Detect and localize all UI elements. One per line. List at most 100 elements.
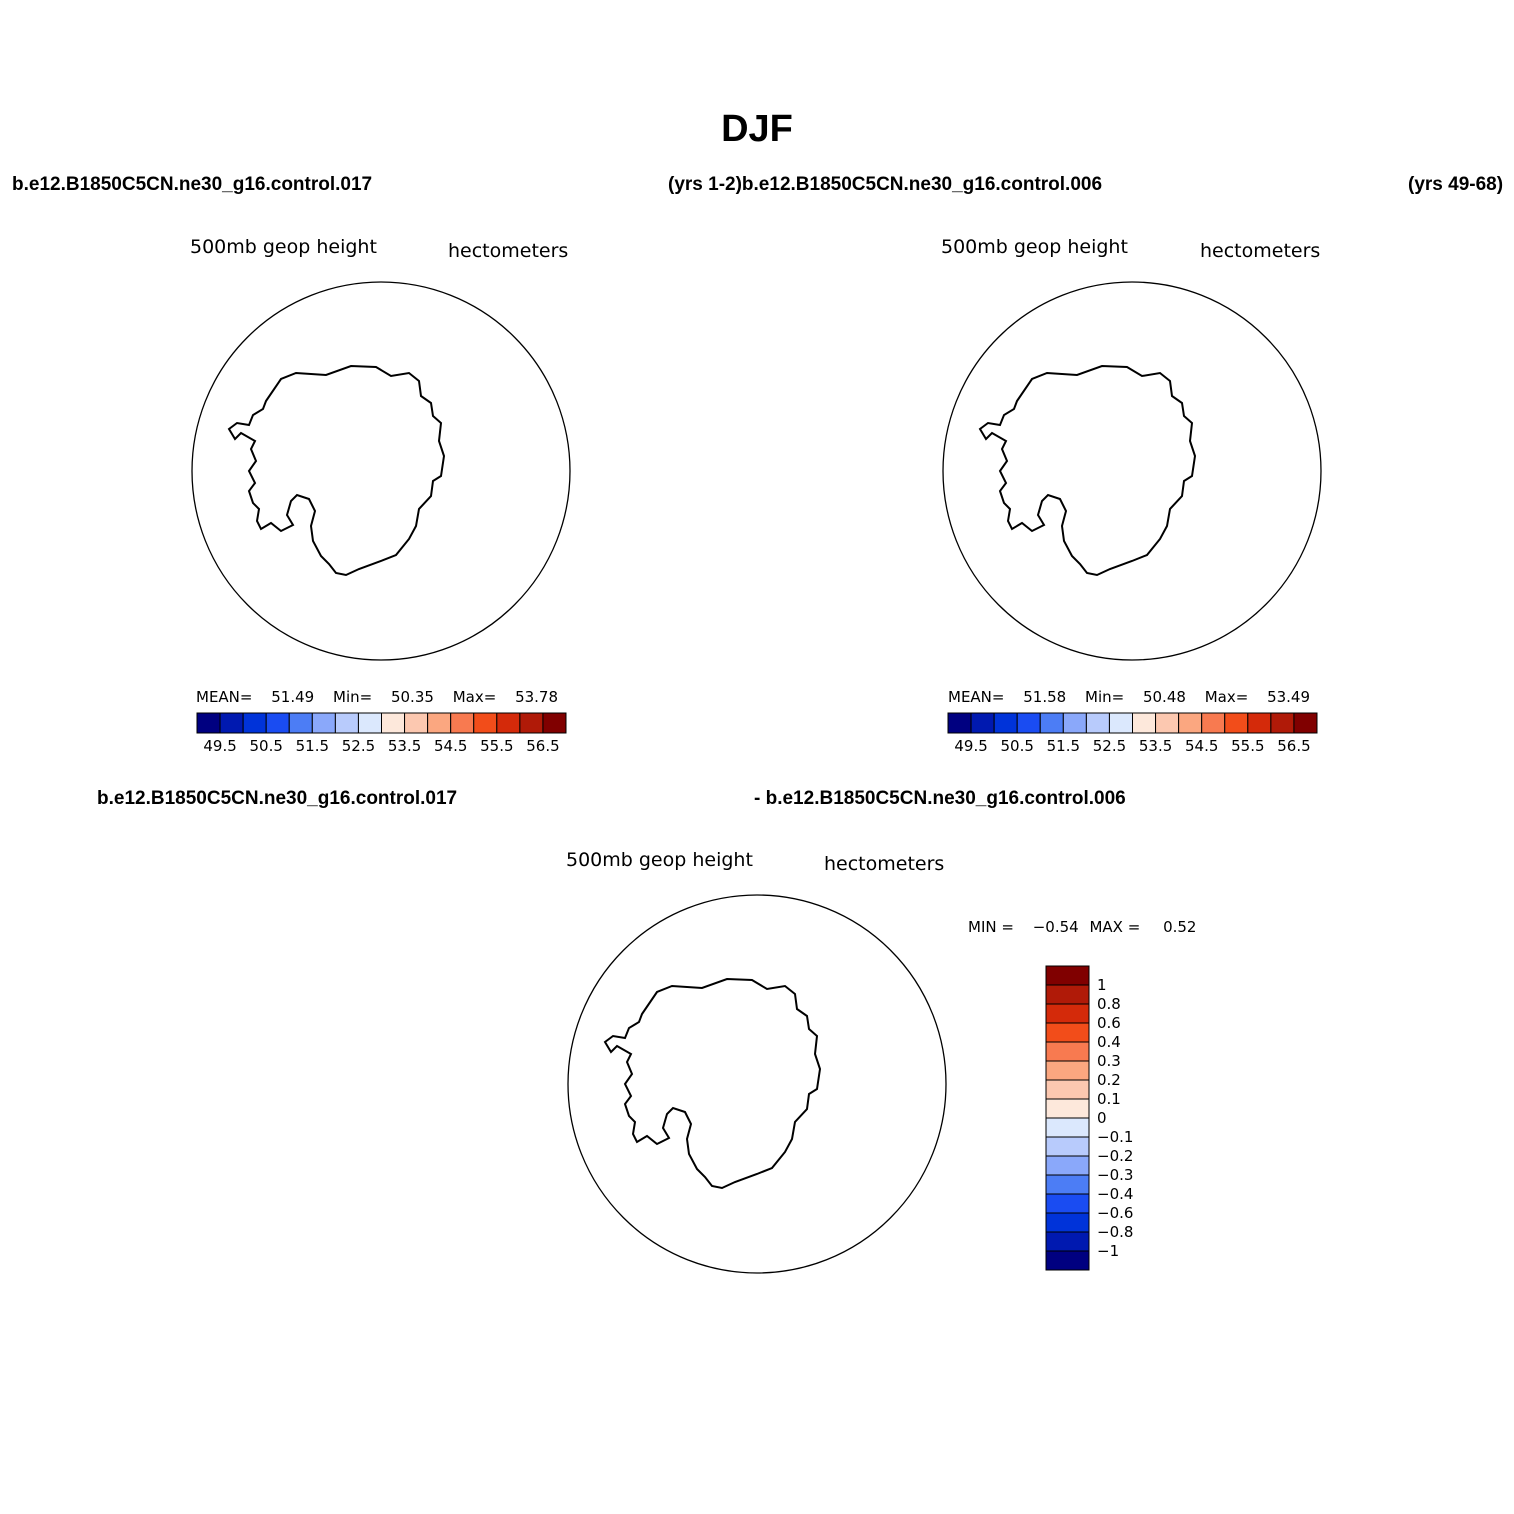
colorbar-tick-label: 51.5 xyxy=(1047,737,1080,755)
panel2-stats: MEAN= 51.58 Min= 50.48 Max= 53.49 xyxy=(948,688,1310,706)
colorbar-swatch xyxy=(542,712,567,734)
colorbar-swatch xyxy=(1045,965,1090,986)
colorbar-swatch xyxy=(1247,712,1272,734)
mean-value: 51.49 xyxy=(271,688,315,706)
colorbar-swatch xyxy=(288,712,313,734)
colorbar-swatch xyxy=(1132,712,1157,734)
colorbar-swatch xyxy=(1045,1060,1090,1081)
panel2-units: hectometers xyxy=(1200,240,1321,262)
colorbar-swatch xyxy=(1045,1193,1090,1214)
colorbar-swatch xyxy=(427,712,452,734)
colorbar-swatch xyxy=(242,712,267,734)
panel1-units: hectometers xyxy=(448,240,569,262)
max-value: 53.49 xyxy=(1267,688,1311,706)
panel1-variable: 500mb geop height xyxy=(190,236,377,258)
colorbar-tick-label: −0.4 xyxy=(1097,1185,1133,1203)
colorbar-tick-label: 55.5 xyxy=(1231,737,1264,755)
min-label: MIN = xyxy=(968,918,1014,936)
colorbar-tick-label: 55.5 xyxy=(480,737,513,755)
colorbar-swatch xyxy=(1045,1117,1090,1138)
colorbar-swatch xyxy=(519,712,544,734)
colorbar-tick-label: 49.5 xyxy=(954,737,987,755)
colorbar-swatch xyxy=(1201,712,1226,734)
max-label: MAX = xyxy=(1089,918,1141,936)
colorbar-swatch xyxy=(1039,712,1064,734)
colorbar-tick-label: 53.5 xyxy=(388,737,421,755)
max-value: 53.78 xyxy=(515,688,559,706)
colorbar-swatch xyxy=(1085,712,1110,734)
colorbar-swatch xyxy=(357,712,382,734)
min-label: Min= xyxy=(333,688,373,706)
colorbar-swatch xyxy=(1270,712,1295,734)
colorbar-tick-label: 56.5 xyxy=(526,737,559,755)
colorbar-tick-label: 54.5 xyxy=(1185,737,1218,755)
max-value: 0.52 xyxy=(1163,918,1197,936)
colorbar-swatch xyxy=(404,712,429,734)
colorbar-swatch xyxy=(450,712,475,734)
colorbar-tick-label: 0.4 xyxy=(1097,1033,1121,1051)
colorbar-tick-label: 50.5 xyxy=(1000,737,1033,755)
colorbar-tick-label: 53.5 xyxy=(1139,737,1172,755)
colorbar-swatch xyxy=(1045,1003,1090,1024)
colorbar-swatch xyxy=(1045,1174,1090,1195)
colorbar-swatch xyxy=(219,712,244,734)
case-name-bottom-left: b.e12.B1850C5CN.ne30_g16.control.017 xyxy=(97,788,458,809)
colorbar-swatch xyxy=(1108,712,1133,734)
min-value: 50.48 xyxy=(1142,688,1186,706)
colorbar-panel-2: 49.5 50.5 51.5 52.5 53.5 54.5 55.5 56.5 xyxy=(947,712,1318,755)
panel3-stats: MIN = −0.54 MAX = 0.52 xyxy=(968,918,1196,936)
colorbar-swatch xyxy=(1045,1098,1090,1119)
colorbar-tick-label: −0.2 xyxy=(1097,1147,1133,1165)
colorbar-swatch xyxy=(1016,712,1041,734)
colorbar-tick-label: 52.5 xyxy=(342,737,375,755)
min-value: −0.54 xyxy=(1032,918,1079,936)
colorbar-swatch xyxy=(196,712,221,734)
map-panel-1 xyxy=(191,281,571,661)
panel3-variable: 500mb geop height xyxy=(566,849,753,871)
colorbar-swatch xyxy=(334,712,359,734)
colorbar-tick-label: 0.3 xyxy=(1097,1052,1121,1070)
colorbar-tick-label: −0.1 xyxy=(1097,1128,1133,1146)
map-panel-3 xyxy=(567,894,947,1274)
colorbar-swatch xyxy=(993,712,1018,734)
panel3-units: hectometers xyxy=(824,853,945,875)
colorbar-swatch xyxy=(311,712,336,734)
colorbar-tick-label: −0.6 xyxy=(1097,1204,1133,1222)
colorbar-tick-label: −0.3 xyxy=(1097,1166,1133,1184)
max-label: Max= xyxy=(452,688,497,706)
colorbar-swatch xyxy=(1045,1155,1090,1176)
case-name-bottom-right: - b.e12.B1850C5CN.ne30_g16.control.006 xyxy=(754,788,1126,809)
colorbar-tick-label: 51.5 xyxy=(296,737,329,755)
case-name-top-left: b.e12.B1850C5CN.ne30_g16.control.017 xyxy=(12,174,373,195)
colorbar-swatch xyxy=(1045,1250,1090,1271)
colorbar-swatch xyxy=(1224,712,1249,734)
colorbar-swatch xyxy=(1293,712,1318,734)
mean-label: MEAN= xyxy=(948,688,1005,706)
colorbar-swatch xyxy=(1045,1231,1090,1252)
colorbar-difference: 10.80.60.40.30.20.10−0.1−0.2−0.3−0.4−0.6… xyxy=(1045,965,1133,1271)
colorbar-swatch xyxy=(1178,712,1203,734)
colorbar-swatch xyxy=(496,712,521,734)
colorbar-tick-label: 0.8 xyxy=(1097,995,1121,1013)
colorbar-swatch xyxy=(1045,1136,1090,1157)
colorbar-swatch xyxy=(1045,984,1090,1005)
colorbar-swatch xyxy=(1045,1041,1090,1062)
colorbar-tick-label: 50.5 xyxy=(249,737,282,755)
colorbar-swatch xyxy=(1062,712,1087,734)
colorbar-tick-label: 0.6 xyxy=(1097,1014,1121,1032)
colorbar-swatch xyxy=(947,712,972,734)
max-label: Max= xyxy=(1204,688,1249,706)
colorbar-tick-label: −0.8 xyxy=(1097,1223,1133,1241)
colorbar-tick-label: 0.2 xyxy=(1097,1071,1121,1089)
colorbar-swatch xyxy=(1045,1212,1090,1233)
min-label: Min= xyxy=(1085,688,1125,706)
colorbar-swatch xyxy=(1045,1022,1090,1043)
colorbar-panel-1: 49.5 50.5 51.5 52.5 53.5 54.5 55.5 56.5 xyxy=(196,712,567,755)
case-name-top-mid: (yrs 1-2)b.e12.B1850C5CN.ne30_g16.contro… xyxy=(668,174,1103,195)
colorbar-tick-label: 0 xyxy=(1097,1109,1107,1127)
colorbar-swatch xyxy=(1045,1079,1090,1100)
colorbar-swatch xyxy=(265,712,290,734)
colorbar-tick-label: −1 xyxy=(1097,1242,1119,1260)
colorbar-tick-label: 54.5 xyxy=(434,737,467,755)
